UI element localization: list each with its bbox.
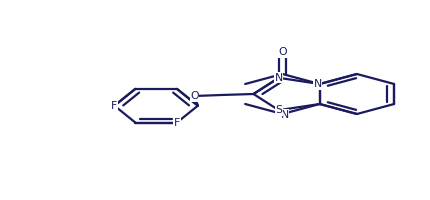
Text: F: F (111, 101, 117, 111)
Text: F: F (174, 118, 180, 128)
Text: N: N (275, 73, 283, 83)
Text: O: O (278, 47, 287, 57)
Text: N: N (280, 110, 289, 120)
Text: S: S (275, 105, 282, 115)
Text: N: N (313, 79, 322, 89)
Text: O: O (190, 91, 199, 101)
